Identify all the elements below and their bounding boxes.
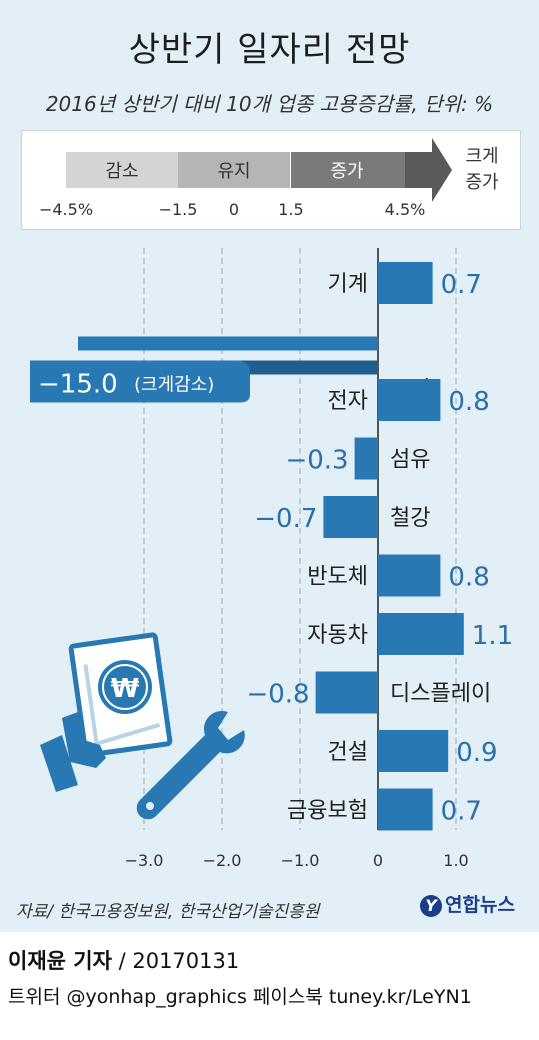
bars: 기계0.7−15.0(크게감소)조선전자0.8섬유−0.3철강−0.7반도체0.… <box>30 262 513 831</box>
publish-date: / 20170131 <box>111 949 240 973</box>
bar-value-label: −0.7 <box>254 504 317 534</box>
legend-tick-label: 0 <box>229 200 239 219</box>
legend-segment-label: 증가 <box>330 161 363 182</box>
reporter-name: 이재윤 기자 <box>8 949 112 973</box>
legend-segment-1 <box>66 152 178 188</box>
bar-value-label: −15.0 <box>38 370 118 400</box>
yonhap-logo: Y 연합뉴스 <box>420 890 515 917</box>
bar <box>378 730 449 772</box>
bar <box>378 379 441 421</box>
legend-arrow-label: 크게 <box>465 146 498 167</box>
category-label: 전자 <box>328 389 368 414</box>
category-label: 금융보험 <box>287 799 368 824</box>
bar-value-label: −0.3 <box>285 446 348 476</box>
legend-arrow-label: 증가 <box>465 172 498 193</box>
legend-segment-3 <box>291 152 405 188</box>
category-label: 건설 <box>328 740 368 765</box>
won-symbol-icon: ₩ <box>111 674 140 704</box>
legend-segment-label: 감소 <box>105 161 138 182</box>
bar-value-label: 0.8 <box>448 563 489 593</box>
bar-value-label: 0.7 <box>441 270 482 300</box>
byline: 이재윤 기자 / 20170131 <box>8 945 239 975</box>
source-note: 자료/ 한국고용정보원, 한국산업기술진흥원 <box>16 902 320 922</box>
bar <box>378 554 441 597</box>
category-label: 디스플레이 <box>390 682 491 707</box>
x-tick-label: −1.0 <box>281 851 320 870</box>
bar <box>78 336 378 351</box>
social-links: 트위터 @yonhap_graphics 페이스북 tuney.kr/LeYN1 <box>8 986 472 1008</box>
legend-tick-label: 1.5 <box>278 200 303 219</box>
page-title: 상반기 일자리 전망 <box>128 30 411 70</box>
category-label: 자동차 <box>307 623 368 648</box>
legend-segment-label: 유지 <box>217 161 250 182</box>
contract-wrench-illustration: ₩ <box>40 632 245 820</box>
bar-annotation: (크게감소) <box>134 375 214 396</box>
x-tick-label: 0 <box>373 851 383 870</box>
yonhap-logo-icon: Y <box>420 895 442 917</box>
bar-value-label: −0.8 <box>246 680 309 710</box>
x-tick-label: −2.0 <box>203 851 242 870</box>
yonhap-logo-text: 연합뉴스 <box>445 894 515 916</box>
page-subtitle: 2016년 상반기 대비 10개 업종 고용증감률, 단위: % <box>45 92 494 116</box>
bar-value-label: 0.8 <box>448 387 489 417</box>
bar-value-label: 0.7 <box>441 797 482 827</box>
category-label: 기계 <box>328 272 368 297</box>
bar <box>378 262 433 304</box>
bar <box>323 496 378 538</box>
bar <box>378 788 433 831</box>
bar <box>378 613 464 655</box>
bar <box>315 671 378 714</box>
bar-value-label: 0.9 <box>456 738 497 768</box>
legend-tick-label: −1.5 <box>159 200 198 219</box>
category-label: 철강 <box>390 506 430 531</box>
x-tick-label: −3.0 <box>125 851 164 870</box>
category-label: 반도체 <box>307 565 368 590</box>
bar-label-ribbon <box>30 360 250 403</box>
legend-tick-label: −4.5% <box>39 200 93 219</box>
legend-tick-label: 4.5% <box>385 200 426 219</box>
legend-segment-2 <box>178 152 290 188</box>
bar-value-label: 1.1 <box>472 621 513 651</box>
x-tick-label: 1.0 <box>443 851 468 870</box>
legend-arrow-icon <box>405 138 452 202</box>
category-label: 섬유 <box>390 448 430 473</box>
bar <box>354 437 378 480</box>
